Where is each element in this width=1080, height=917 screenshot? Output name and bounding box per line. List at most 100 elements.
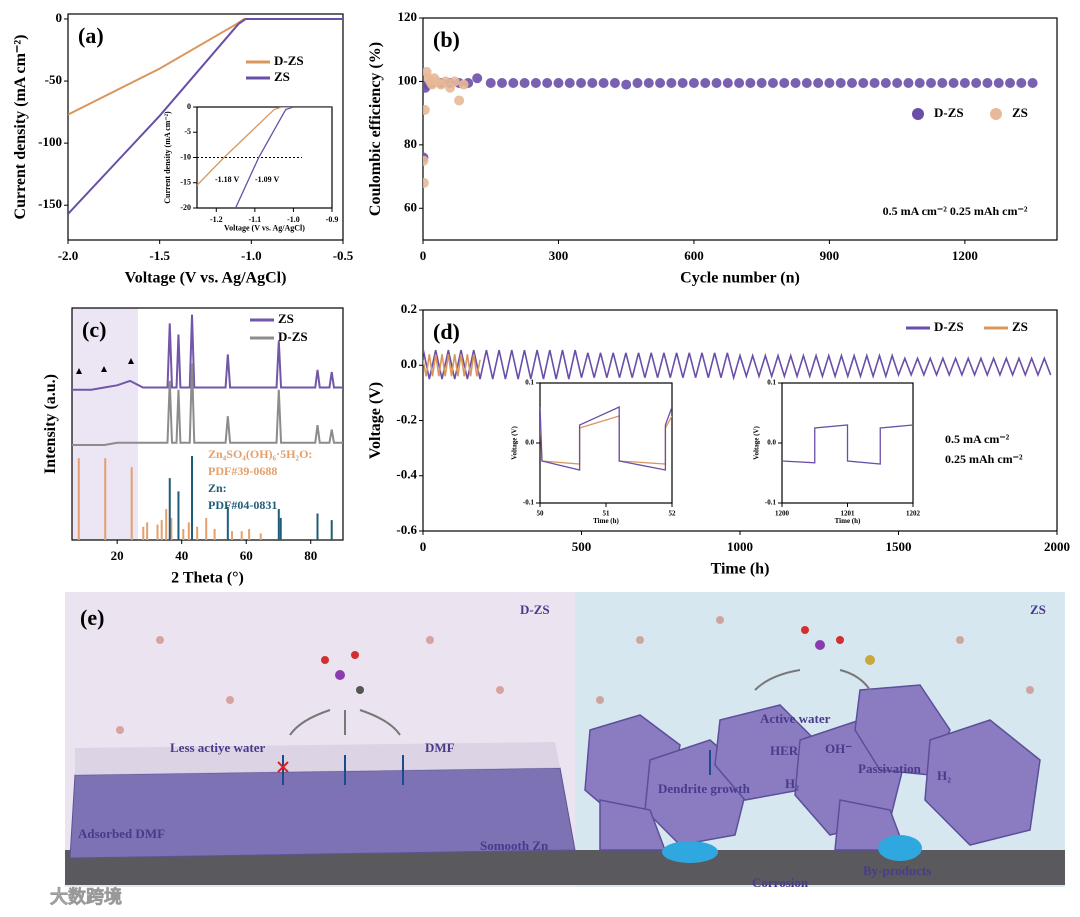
- solvation-sheath: [321, 626, 875, 694]
- data-point: [722, 78, 733, 89]
- data-point: [869, 78, 880, 89]
- data-point: [677, 78, 688, 89]
- x-tick-label: 2000: [1044, 539, 1070, 554]
- data-point: [609, 78, 620, 89]
- plot: [197, 107, 332, 208]
- data-point: [508, 78, 519, 89]
- dendrites: [584, 684, 1041, 851]
- legend-label: PDF#04-0831: [208, 498, 277, 512]
- data-point: [846, 78, 857, 89]
- x-tick-label: 500: [572, 539, 592, 554]
- data-point: [1016, 78, 1027, 89]
- x-tick-label: 51: [603, 510, 611, 518]
- data-point: [756, 78, 767, 89]
- data-point: [892, 78, 903, 89]
- plot: [423, 348, 1052, 381]
- label: Dendrite growth: [658, 781, 751, 796]
- label: H₂: [785, 776, 799, 791]
- data-point: [711, 78, 722, 89]
- series-line: [540, 405, 672, 471]
- x-axis-label: Cycle number (n): [680, 270, 800, 287]
- plot: [68, 17, 343, 215]
- panel: 50 51 52 -0.1 0.0 0.1 Time (h) Voltage (V): [510, 379, 676, 525]
- legend-label: D-ZS: [274, 53, 304, 68]
- data-point: [530, 78, 541, 89]
- data-point: [779, 78, 790, 89]
- x-axis-label: Voltage (V vs. Ag/AgCl): [125, 270, 287, 287]
- legend-label: ZS: [274, 69, 290, 84]
- plot-frame: [422, 309, 1058, 532]
- y-tick-label: -10: [180, 152, 191, 161]
- x-tick-label: 300: [549, 248, 569, 263]
- panel-label: (c): [82, 317, 106, 342]
- panel: 20 40 60 80 2 Theta (°) Intensity (a.u.) (c) ZS…: [42, 307, 344, 587]
- y-axis-label: Voltage (V): [367, 382, 384, 459]
- y-tick-label: -15: [180, 178, 191, 187]
- x-tick-label: -1.0: [241, 248, 262, 263]
- down-arrows: [282, 750, 711, 785]
- y-tick-label: 120: [398, 9, 418, 24]
- data-point: [542, 78, 553, 89]
- series-line: [197, 107, 332, 186]
- x-tick-label: 1201: [841, 510, 856, 518]
- legend-label: D-ZS: [934, 319, 964, 334]
- data-point: [790, 78, 801, 89]
- byproduct: [662, 841, 718, 863]
- series-line: [423, 354, 481, 377]
- data-point: [485, 78, 496, 89]
- x-axis-label: Time (h): [593, 517, 619, 525]
- panel: 0 500 1000 1500 2000 -0.6 -0.4 -0.2 0.0 0.2 Time (…: [367, 301, 1070, 578]
- data-point: [858, 78, 869, 89]
- legend-label: ZS: [1012, 105, 1028, 120]
- data-point: [801, 78, 812, 89]
- y-tick-label: -0.1: [765, 499, 777, 507]
- legend-label: ZS: [1012, 319, 1028, 334]
- x-tick-label: -1.0: [287, 215, 300, 224]
- series-line: [782, 424, 913, 465]
- panel-label: (d): [433, 319, 460, 344]
- data-point: [598, 78, 609, 89]
- legend-marker: [990, 108, 1002, 120]
- panel: 1200 1201 1202 -0.1 0.0 0.1 Time (h) Voltage (V…: [752, 379, 920, 525]
- legend-label: D-ZS: [278, 329, 308, 344]
- plot-frame: [422, 17, 1058, 241]
- y-tick-label: -20: [180, 203, 191, 212]
- x-tick-label: 600: [684, 248, 704, 263]
- data-point: [423, 155, 429, 166]
- data-point: [926, 78, 937, 89]
- data-point: [835, 78, 846, 89]
- legend-marker: [912, 108, 924, 120]
- x-axis-label: 2 Theta (°): [171, 570, 244, 587]
- y-tick-label: -0.1: [523, 499, 535, 507]
- peak-markers: [76, 358, 134, 374]
- data-point: [458, 79, 469, 90]
- data-point: [688, 78, 699, 89]
- y-tick-label: 0.2: [401, 301, 417, 316]
- label: Corrosion: [752, 875, 809, 890]
- dmf-layer: [75, 742, 560, 775]
- panel-label: (e): [80, 605, 104, 630]
- right-title: ZS: [1030, 602, 1046, 617]
- label: By-products: [863, 863, 931, 878]
- legend-label: Zn₄SO₄(OH)₆·5H₂O:: [208, 447, 312, 461]
- data-point: [655, 78, 666, 89]
- data-point: [454, 95, 465, 106]
- label: H₂: [937, 768, 951, 783]
- panel: 0 300 600 900 1200 60 80 100 120 Cycle number (n)…: [367, 9, 1058, 287]
- y-tick-label: 0.0: [767, 439, 776, 447]
- series-line: [68, 17, 343, 215]
- label: Adsorbed DMF: [78, 826, 165, 841]
- y-axis-label: Current density (mA cm⁻²): [163, 111, 172, 204]
- x-tick-label: 40: [175, 548, 188, 563]
- x-axis-label: Voltage (V vs. Ag/AgCl): [224, 224, 305, 233]
- watermark: 大数跨境: [50, 886, 122, 908]
- plot-frame: [196, 106, 333, 209]
- data-point: [959, 78, 970, 89]
- label: Passivation: [858, 761, 922, 776]
- arrows: [289, 669, 871, 736]
- annotation: 0.5 mA cm⁻² 0.25 mAh cm⁻²: [883, 204, 1028, 218]
- label: Less actiye water: [170, 740, 266, 755]
- data-point: [666, 78, 677, 89]
- y-axis-label: Coulombic efficiency (%): [367, 42, 384, 216]
